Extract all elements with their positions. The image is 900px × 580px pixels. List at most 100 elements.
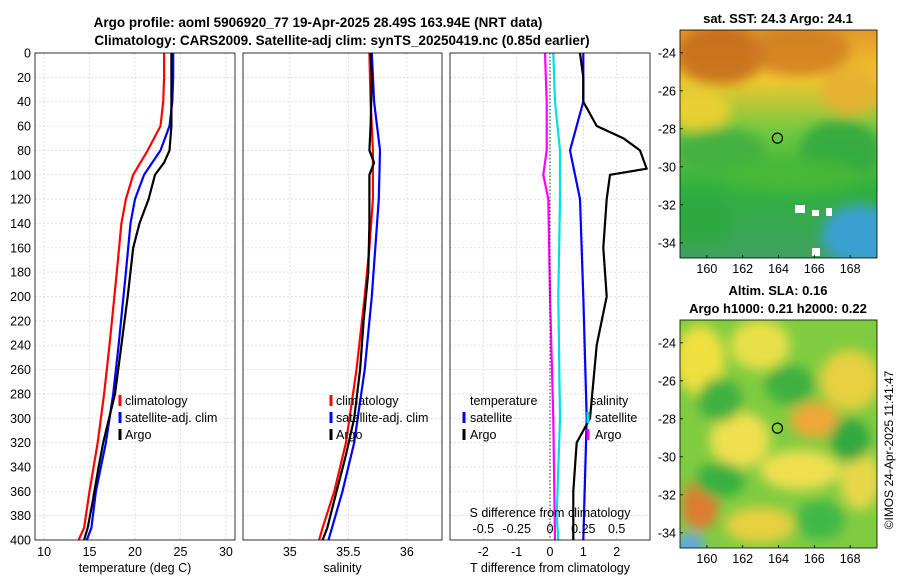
sst-map-title: sat. SST: 24.3 Argo: 24.1 [703,11,853,26]
x-tick-label: 36 [400,545,414,559]
legend-title-salinity: salinity [590,394,629,408]
legend-label: climatology [336,394,399,408]
y-tick-label: 0 [24,47,31,61]
plot-frame [34,52,236,541]
x-axis-label: T difference from climatology [470,561,631,575]
x-tick-label: 2 [613,545,620,559]
x2-tick-label: 0.25 [571,522,595,536]
series-line-s-satellite [552,52,562,541]
argo-location-marker [771,132,784,144]
series-line-satellite-adj-clim [327,52,382,541]
x-tick-label: 160 [696,262,717,276]
x-tick-label: 1 [580,545,587,559]
y-tick-label: 40 [17,95,31,109]
legend-title-temperature: temperature [470,394,537,408]
legend-label: Argo [470,428,496,442]
figure-title-line1: Argo profile: aoml 5906920_77 19-Apr-202… [94,15,543,30]
y-tick-label: -34 [658,526,676,540]
y-tick-label: -28 [658,122,676,136]
plot-frame [242,52,443,541]
y-tick-label: -34 [658,236,676,250]
y-tick-label: 380 [10,509,31,523]
legend-label: satellite [470,411,512,425]
x2-tick-label: -0.25 [502,522,531,536]
legend-label: satellite [595,411,637,425]
y-tick-label: -28 [658,412,676,426]
y-tick-label: -30 [658,450,676,464]
x-tick-label: 35 [283,545,297,559]
y-tick-label: -24 [658,336,676,350]
copyright-stamp: ©IMOS 24-Apr-2025 11:41:47 [882,370,896,529]
y-tick-label: 280 [10,387,31,401]
x-tick-label: 168 [840,262,861,276]
x-tick-label: 20 [128,545,142,559]
x-tick-label: 0 [547,545,554,559]
legend-label: Argo [125,428,151,442]
x-tick-label: 30 [219,545,233,559]
x-tick-label: 162 [732,262,753,276]
x-tick-label: 160 [696,552,717,566]
x-axis-label: temperature (deg C) [79,561,192,575]
y-tick-label: 400 [10,534,31,548]
legend-label: satellite-adj. clim [125,411,217,425]
y-tick-label: -26 [658,374,676,388]
temperature-panel: 0 20 40 60 80 100 120 140 160 180 200 220 240 260 280 3… [10,47,236,575]
series-line-argo [321,52,376,541]
series-line-t-argo [572,52,648,540]
y-tick-label: 120 [10,193,31,207]
x2-tick-label: -0.5 [473,522,495,536]
y-tick-label: 160 [10,241,31,255]
x-tick-label: -1 [511,545,522,559]
sla-map-subtitle: Argo h1000: 0.21 h2000: 0.22 [689,301,867,316]
y-tick-label: 200 [10,290,31,304]
y-tick-label: 240 [10,339,31,353]
legend-label: Argo [336,428,362,442]
sla-map-title: Altim. SLA: 0.16 [729,283,828,298]
x-tick-label: 166 [804,262,825,276]
y-tick-label: 320 [10,436,31,450]
x-tick-label: 35.5 [336,545,360,559]
y-tick-label: 360 [10,485,31,499]
legend-label: Argo [595,428,621,442]
difference-panel: -2 -1 0 1 2 T difference from climatology temp… [449,52,651,575]
x-tick-label: 162 [732,552,753,566]
y-tick-label: 140 [10,217,31,231]
y-tick-label: 340 [10,460,31,474]
y-tick-label: -32 [658,198,676,212]
y-tick-label: 300 [10,412,31,426]
legend-label: satellite-adj. clim [336,411,428,425]
series-line-argo [83,53,173,541]
y-tick-label: 100 [10,168,31,182]
x2-tick-label: 0 [547,522,554,536]
y-tick-label: 60 [17,120,31,134]
x-tick-label: 10 [37,545,51,559]
series-line-climatology [77,53,166,541]
y-tick-label: 260 [10,363,31,377]
y-tick-label: 80 [17,144,31,158]
y-tick-label: 180 [10,266,31,280]
argo-location-marker [771,422,784,434]
y-tick-label: -26 [658,84,676,98]
x-tick-label: 25 [174,545,188,559]
y-tick-label: -24 [658,46,676,60]
y-tick-label: 220 [10,314,31,328]
salinity-panel: 35 35.5 36 salinity climatology satellite-adj… [242,52,443,575]
sst-map: sat. SST: 24.3 Argo: 24.1 160 162 164 166 16… [658,11,878,276]
x2-tick-label: 0.5 [608,522,625,536]
y-tick-label: -32 [658,488,676,502]
x-axis-label: salinity [323,561,362,575]
y-tick-label: -30 [658,160,676,174]
x-tick-label: -2 [478,545,489,559]
legend-label: climatology [125,394,188,408]
x-tick-label: 168 [840,552,861,566]
x-tick-label: 164 [768,262,789,276]
figure-title-line2: Climatology: CARS2009. Satellite-adj cli… [94,33,589,48]
x-tick-label: 15 [83,545,97,559]
y-tick-label: 20 [17,71,31,85]
x-tick-label: 166 [804,552,825,566]
series-line-climatology [318,52,374,541]
series-line-s-argo [542,52,557,541]
x-tick-label: 164 [768,552,789,566]
sla-map: Altim. SLA: 0.16 Argo h1000: 0.21 h2000:… [658,283,878,566]
